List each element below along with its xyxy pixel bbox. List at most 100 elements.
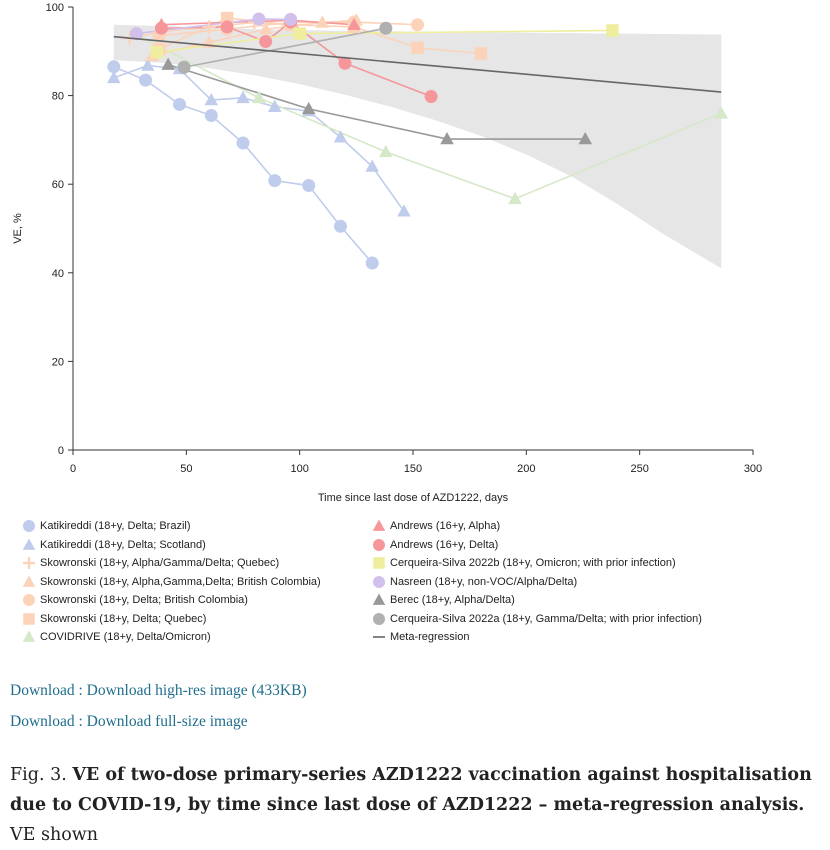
figure-caption: Fig. 3. VE of two-dose primary-series AZ… — [10, 760, 830, 850]
data-point — [107, 60, 121, 74]
data-point — [161, 57, 175, 70]
x-tick-label: 300 — [744, 463, 762, 475]
legend-item: Andrews (16+y, Alpha) — [372, 517, 822, 536]
data-point — [204, 109, 218, 123]
download-full-size-text: Download full-size image — [86, 713, 248, 730]
legend-swatch — [22, 575, 36, 587]
legend-label: Berec (18+y, Alpha/Delta) — [390, 594, 515, 607]
data-point — [220, 20, 234, 34]
chart-plot: 0 20 40 60 80 100 0 50 100 150 200 250 300 Time since… — [12, 2, 762, 504]
data-point — [129, 27, 143, 41]
y-tick-label: 60 — [52, 179, 64, 191]
legend-item: Skowronski (18+y, Delta; Quebec) — [22, 610, 372, 629]
legend-marker — [23, 612, 35, 625]
data-point — [259, 35, 273, 49]
data-point — [606, 24, 619, 37]
download-label: Download — [10, 682, 75, 699]
y-tick-label: 0 — [58, 445, 64, 457]
series-points-10 — [129, 12, 298, 41]
data-point — [204, 93, 219, 106]
data-point — [333, 219, 347, 233]
data-point — [714, 106, 729, 119]
legend-marker — [373, 612, 385, 625]
data-point — [268, 174, 282, 188]
legend-label: Meta-regression — [390, 631, 470, 644]
legend-label: Skowronski (18+y, Delta; Quebec) — [40, 612, 207, 625]
data-point — [139, 73, 153, 87]
x-tick-label: 50 — [180, 463, 192, 475]
y-tick-label: 80 — [52, 91, 64, 103]
data-point — [347, 17, 361, 30]
legend-label: Katikireddi (18+y, Delta; Scotland) — [40, 538, 206, 551]
legend-item: Cerqueira-Silva 2022b (18+y, Omicron; wi… — [372, 554, 822, 573]
caption-text: VE shown — [10, 825, 99, 845]
legend-item: Andrews (16+y, Delta) — [372, 536, 822, 555]
legend-label: COVIDRIVE (18+y, Delta/Omicron) — [40, 631, 211, 644]
series-line-11 — [167, 63, 586, 140]
download-high-res-link[interactable]: Download : Download high-res image (433K… — [10, 680, 307, 711]
data-point — [411, 41, 424, 54]
data-point — [379, 21, 393, 35]
data-point — [284, 12, 298, 26]
series-points-9 — [150, 24, 619, 59]
data-point — [141, 58, 155, 71]
legend-label: Katikireddi (18+y, Delta; Brazil) — [40, 520, 191, 533]
legend-label: Andrews (16+y, Delta) — [390, 538, 499, 551]
data-point — [236, 136, 250, 150]
legend-label: Skowronski (18+y, Alpha,Gamma,Delta; Bri… — [40, 575, 321, 588]
download-label: Download — [10, 713, 75, 730]
legend-marker — [23, 520, 35, 533]
legend-marker — [373, 575, 385, 588]
data-point — [252, 90, 266, 104]
data-point — [474, 47, 488, 60]
legend-column-left: Katikireddi (18+y, Delta; Brazil) Katikir… — [22, 517, 372, 647]
legend-item: COVIDRIVE (18+y, Delta/Omicron) — [22, 628, 372, 647]
caption-title: VE of two-dose primary-series AZD1222 va… — [10, 765, 812, 815]
legend-swatch — [373, 538, 385, 551]
legend-marker — [23, 557, 35, 570]
legend-item: Nasreen (18+y, non-VOC/Alpha/Delta) — [372, 573, 822, 592]
plus-bar-v — [27, 557, 31, 570]
legend-swatch — [373, 612, 385, 625]
data-point — [338, 56, 352, 70]
legend-label: Andrews (16+y, Alpha) — [390, 520, 501, 533]
meta-regression-line — [113, 35, 722, 93]
legend-column-right: Andrews (16+y, Alpha) Andrews (16+y, Delt… — [372, 517, 822, 647]
legend-swatch — [23, 594, 35, 607]
legend-item: Meta-regression — [372, 628, 822, 647]
y-axis-title: VE, % — [12, 213, 24, 244]
data-point — [365, 256, 379, 270]
data-point — [440, 131, 454, 145]
legend-label: Skowronski (18+y, Alpha/Gamma/Delta; Que… — [40, 557, 280, 570]
data-point — [154, 21, 168, 35]
data-point — [578, 131, 593, 145]
legend-swatch — [373, 575, 385, 588]
legend-marker — [373, 557, 385, 570]
series-line-8 — [161, 21, 432, 98]
x-axis-title: Time since last dose of AZD1222, days — [318, 492, 509, 504]
series-line-12 — [183, 27, 386, 69]
legend-item: Katikireddi (18+y, Delta; Scotland) — [22, 536, 372, 555]
y-tick-label: 100 — [46, 2, 64, 14]
x-tick-label: 150 — [404, 463, 422, 475]
legend-marker — [373, 538, 385, 551]
x-tick-label: 0 — [70, 463, 76, 475]
legend-label: Skowronski (18+y, Delta; British Colombi… — [40, 594, 248, 607]
legend-swatch — [23, 557, 35, 570]
y-tick-label: 40 — [52, 268, 64, 280]
data-point — [173, 97, 187, 111]
legend-marker — [372, 593, 386, 606]
data-point — [236, 90, 250, 104]
x-tick-label: 100 — [290, 463, 308, 475]
legend-marker — [22, 575, 36, 587]
data-point — [397, 204, 411, 217]
series-points-12 — [177, 21, 393, 74]
data-point — [365, 159, 379, 172]
data-point — [258, 22, 273, 35]
data-point — [302, 179, 316, 193]
data-point — [301, 101, 316, 115]
series-points-6 — [127, 26, 729, 205]
legend-marker — [22, 538, 36, 550]
download-full-size-link[interactable]: Download : Download full-size image — [10, 711, 307, 742]
x-tick-label: 200 — [517, 463, 535, 475]
